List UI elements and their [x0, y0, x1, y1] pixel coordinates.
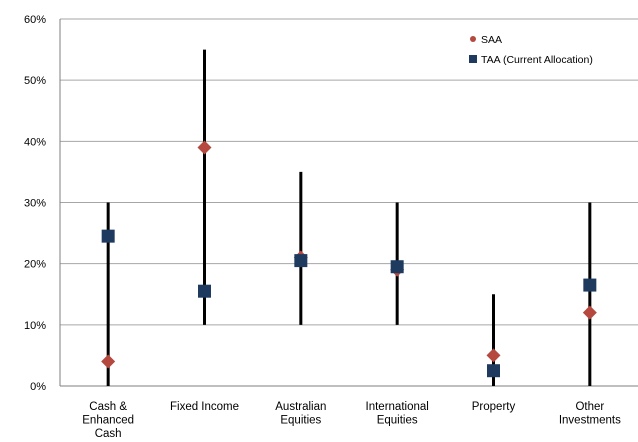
y-axis-ticks: 0% 10% 20% 30% 40% 50% 60%	[24, 14, 46, 393]
taa-marker	[583, 278, 597, 292]
taa-marker	[101, 229, 115, 243]
legend-label: SAA	[481, 34, 502, 46]
x-tick-label: Fixed Income	[170, 401, 239, 413]
x-tick-label: Cash & Enhanced Cash	[82, 401, 134, 440]
taa-marker	[198, 284, 211, 298]
x-tick-label: International Equities	[366, 401, 429, 427]
taa-marker	[294, 254, 308, 268]
y-tick-label: 60%	[24, 14, 46, 26]
taa-marker	[390, 260, 404, 274]
legend-taa-marker	[469, 55, 477, 63]
y-tick-label: 30%	[24, 198, 46, 210]
legend-saa-marker	[470, 36, 476, 42]
y-tick-label: 50%	[24, 75, 46, 87]
legend-label: TAA (Current Allocation)	[481, 54, 593, 66]
grid-lines	[59, 18, 638, 387]
x-tick-label: Property	[472, 401, 516, 413]
x-tick-label: Other Investments	[559, 401, 621, 427]
saa-marker	[486, 348, 501, 363]
x-axis-labels: Cash & Enhanced Cash Fixed Income Australian…	[82, 401, 621, 440]
saa-marker	[197, 140, 212, 155]
y-tick-label: 0%	[30, 381, 46, 393]
saa-marker	[582, 305, 597, 320]
legend: SAA TAA (Current Allocation)	[469, 34, 593, 66]
y-tick-label: 40%	[24, 136, 46, 148]
data-markers	[101, 140, 597, 378]
taa-marker	[487, 364, 500, 378]
y-tick-label: 20%	[24, 259, 46, 271]
x-tick-label: Australian Equities	[275, 401, 326, 427]
y-tick-label: 10%	[24, 320, 46, 332]
range-bars	[106, 49, 592, 386]
saa-marker	[101, 354, 116, 369]
